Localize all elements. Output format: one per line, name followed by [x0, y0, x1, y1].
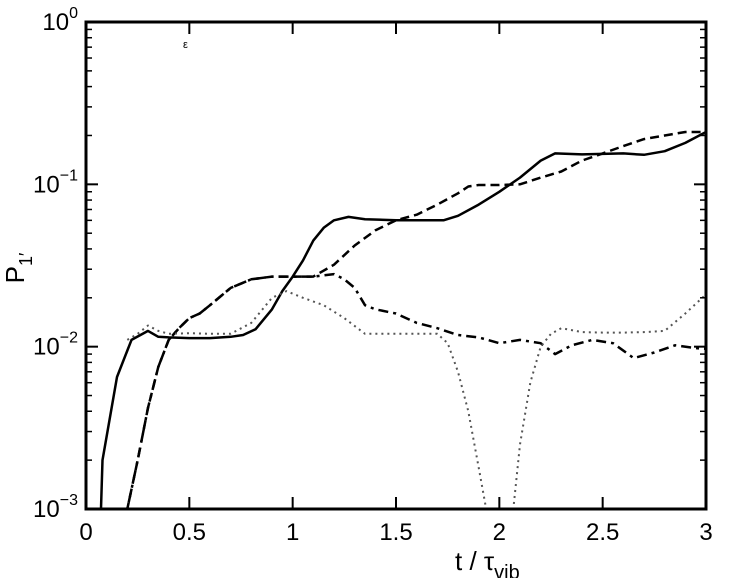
x-tick-label: 0.5 [173, 519, 206, 546]
annotation-label: ε [183, 39, 188, 51]
y-axis-label-main: P [0, 266, 30, 283]
x-tick-label: 3 [699, 519, 712, 546]
y-tick-label: 10−2 [33, 330, 78, 361]
y-axis-label: P1′ [0, 252, 36, 283]
x-tick-label: 0 [79, 519, 92, 546]
plot-frame [84, 20, 708, 511]
y-tick-exponent: −2 [60, 330, 78, 347]
x-tick-label: 1 [286, 519, 299, 546]
x-axis-label: t / τvib [455, 546, 520, 578]
series-line-dotted [126, 290, 706, 509]
y-tick-label: 10−1 [33, 167, 78, 198]
series-line-dashdot [126, 272, 706, 509]
x-tick-label: 2.5 [586, 519, 619, 546]
y-tick-label: 10−3 [33, 492, 78, 523]
y-tick-exponent: −3 [60, 492, 78, 509]
y-axis-label-sub: 1′ [16, 252, 36, 266]
series-line-solid [99, 130, 706, 509]
y-tick-exponent: −1 [60, 167, 78, 184]
series-layer [99, 130, 706, 509]
x-axis-label-main: t / τ [455, 546, 495, 576]
y-tick-base: 10 [33, 334, 60, 361]
plot-area [86, 22, 706, 509]
y-tick-base: 10 [42, 9, 69, 36]
y-tick-exponent: 0 [69, 5, 78, 22]
x-tick-label: 1.5 [379, 519, 412, 546]
x-axis-label-sub: vib [494, 562, 520, 578]
y-tick-base: 10 [33, 171, 60, 198]
x-tick-label: 2 [493, 519, 506, 546]
y-tick-label: 100 [42, 5, 78, 36]
y-tick-base: 10 [33, 496, 60, 523]
